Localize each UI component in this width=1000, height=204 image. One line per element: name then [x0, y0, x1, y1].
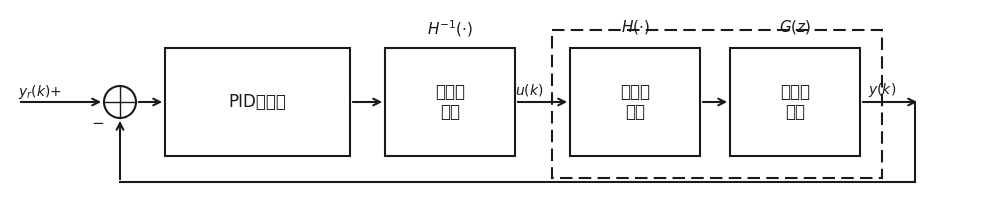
Bar: [385, 48, 515, 156]
Text: PID控制器: PID控制器: [229, 93, 286, 111]
Text: 迟滞非: 迟滞非: [620, 83, 650, 101]
Text: $G(z)$: $G(z)$: [779, 18, 811, 36]
Bar: [165, 48, 350, 156]
Text: $H^{-1}(\cdot)$: $H^{-1}(\cdot)$: [427, 18, 473, 39]
Text: 线性: 线性: [625, 103, 645, 121]
Bar: [552, 30, 882, 178]
Bar: [730, 48, 860, 156]
Text: 动力学: 动力学: [780, 83, 810, 101]
Text: $y_r(k)$+: $y_r(k)$+: [18, 83, 62, 101]
Text: $H(\cdot)$: $H(\cdot)$: [621, 18, 649, 36]
Text: 偿器: 偿器: [440, 103, 460, 121]
Text: $-$: $-$: [91, 114, 105, 130]
Text: 迟滞补: 迟滞补: [435, 83, 465, 101]
Text: $u(k)$: $u(k)$: [515, 82, 543, 98]
Circle shape: [104, 86, 136, 118]
Text: 特性: 特性: [785, 103, 805, 121]
Text: $y(k)$: $y(k)$: [868, 81, 896, 99]
Bar: [570, 48, 700, 156]
